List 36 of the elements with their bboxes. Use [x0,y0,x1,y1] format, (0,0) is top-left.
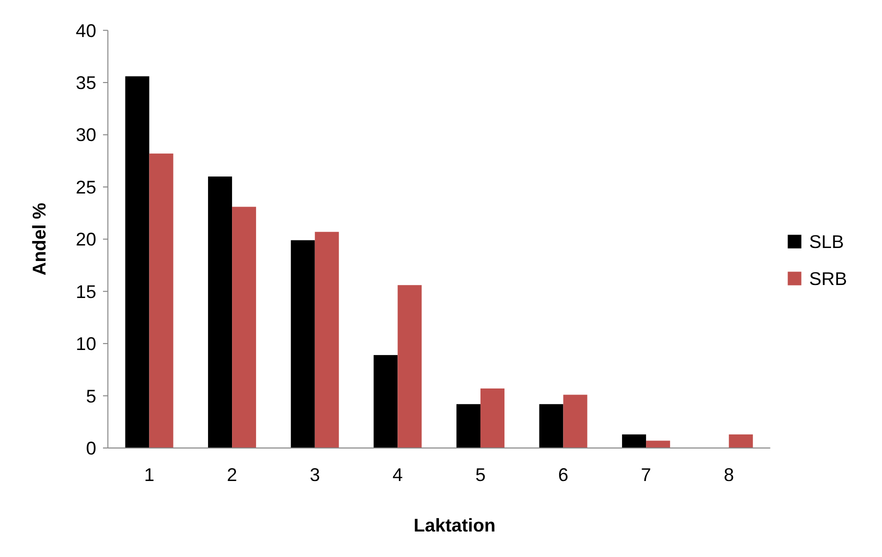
bar [125,76,150,448]
bar [374,355,398,448]
x-tick-label: 6 [558,464,568,486]
legend-label: SLB [809,231,844,252]
y-tick-label: 40 [76,20,96,41]
x-axis-title: Laktation [414,514,496,536]
bar [480,388,504,448]
bar [208,176,232,448]
y-tick-label: 30 [76,124,96,146]
y-tick-label: 5 [86,385,96,406]
x-tick-label: 5 [475,464,486,486]
bar [290,240,315,448]
y-tick-label: 20 [76,228,96,250]
x-tick-label: 1 [144,464,154,486]
y-tick-label: 35 [76,72,96,94]
bar [149,154,174,448]
bar [232,206,256,448]
bar [622,434,646,448]
bar [539,404,564,448]
x-tick-label: 7 [640,464,652,486]
bar [563,394,588,448]
x-tick-label: 2 [226,464,238,486]
y-tick-label: 10 [76,333,96,354]
x-tick-label: 8 [724,464,734,486]
legend-label: SRB [809,268,848,289]
y-tick-label: 25 [76,176,96,198]
bar [398,285,422,448]
x-tick-label: 4 [392,464,403,486]
y-axis-title: Andel % [28,202,50,276]
bar [314,232,339,448]
bar [646,440,670,448]
bar [456,404,480,448]
y-tick-label: 0 [86,437,96,458]
y-tick-label: 15 [76,280,96,302]
x-tick-label: 3 [310,464,320,486]
bar [728,434,753,448]
